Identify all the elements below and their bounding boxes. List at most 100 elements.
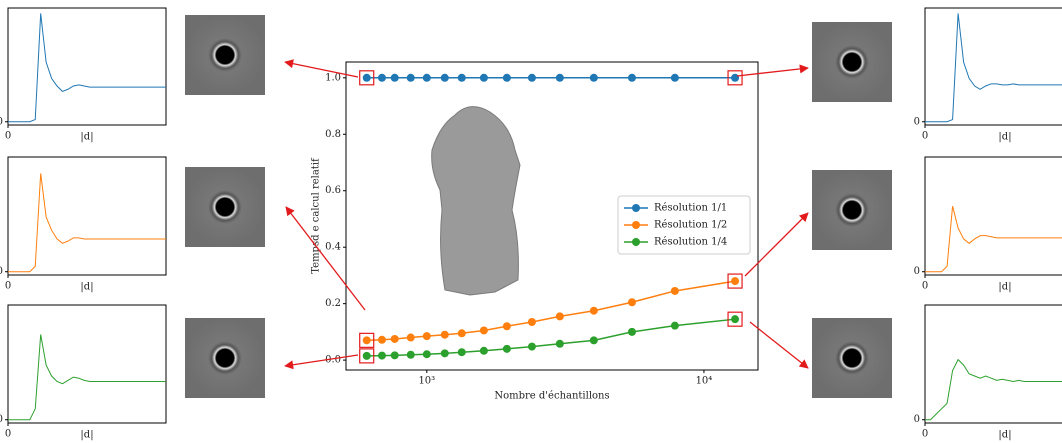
- point: [555, 312, 564, 321]
- plot-frame: [345, 61, 759, 371]
- x-tick-label: 10⁴: [696, 376, 713, 387]
- arrows: [284, 59, 809, 370]
- plot-frame: [7, 7, 167, 126]
- y-tick-label: 0.0: [325, 355, 341, 366]
- y-tick-label: 0.4: [325, 242, 341, 253]
- point: [406, 333, 415, 342]
- plot-frame: [924, 156, 1062, 276]
- series-line: [366, 280, 736, 342]
- x-tick-label: 0: [922, 131, 928, 142]
- y-tick-label: 0: [914, 116, 920, 127]
- curve: [925, 13, 1062, 123]
- point: [555, 339, 564, 348]
- image: [812, 170, 892, 250]
- point: [440, 349, 449, 358]
- plot-frame: [924, 7, 1062, 126]
- curve: [8, 334, 166, 421]
- legend-label: Résolution 1/4: [654, 237, 727, 248]
- highlight-box: [359, 70, 375, 86]
- point: [502, 73, 511, 82]
- point: [457, 329, 466, 338]
- y-tick-label: 0.2: [325, 298, 341, 309]
- y-tick-label: 0: [0, 414, 3, 425]
- point: [457, 348, 466, 357]
- point: [627, 73, 636, 82]
- point: [627, 327, 636, 336]
- point: [731, 315, 740, 324]
- image: [812, 318, 892, 398]
- curve: [8, 13, 166, 123]
- highlight-box: [359, 332, 375, 348]
- point: [422, 73, 431, 82]
- y-tick-label: 0.8: [325, 129, 341, 140]
- y-tick-label: 0: [0, 116, 3, 127]
- y-tick-label: 0: [914, 266, 920, 277]
- point: [589, 73, 598, 82]
- noise-images: [185, 15, 892, 398]
- point: [362, 336, 371, 345]
- image: [185, 167, 265, 247]
- legend-marker: [632, 238, 640, 246]
- point: [422, 332, 431, 341]
- arrow: [744, 212, 809, 277]
- point: [670, 321, 679, 330]
- point: [390, 334, 399, 343]
- point: [377, 351, 386, 360]
- point: [390, 73, 399, 82]
- curve: [925, 206, 1062, 273]
- point: [390, 351, 399, 360]
- y-axis-label: Tempsd e calcul relatif: [311, 157, 322, 274]
- curve: [925, 358, 1062, 421]
- point: [527, 342, 536, 351]
- x-axis-label: |d|: [80, 282, 93, 293]
- point: [440, 73, 449, 82]
- x-axis-label: |d|: [998, 132, 1011, 143]
- highlight-box: [727, 273, 743, 289]
- point: [362, 73, 371, 82]
- point: [527, 318, 536, 327]
- point: [457, 73, 466, 82]
- legend-label: Résolution 1/2: [654, 220, 727, 231]
- x-tick-label: 0: [5, 131, 11, 142]
- legend-marker: [632, 221, 640, 229]
- point: [502, 322, 511, 331]
- point: [731, 73, 740, 82]
- y-tick-label: 0.6: [325, 185, 341, 196]
- x-tick-label: 0: [922, 281, 928, 292]
- point: [731, 277, 740, 286]
- image: [185, 15, 265, 95]
- arrow: [736, 64, 809, 77]
- point: [670, 286, 679, 295]
- curve: [8, 173, 166, 273]
- point: [362, 351, 371, 360]
- point: [670, 73, 679, 82]
- point: [440, 330, 449, 339]
- torso-render: [431, 106, 521, 296]
- highlight-box: [727, 70, 743, 86]
- plot-frame: [924, 304, 1062, 424]
- point: [377, 335, 386, 344]
- arrow: [284, 59, 359, 78]
- plot-frame: [7, 156, 167, 276]
- y-tick-label: 0: [0, 266, 3, 277]
- x-tick-label: 0: [5, 429, 11, 440]
- point: [406, 350, 415, 359]
- point: [589, 336, 598, 345]
- arrow: [284, 354, 359, 370]
- point: [555, 73, 564, 82]
- point: [627, 298, 636, 307]
- plot-frame: [7, 304, 167, 424]
- x-tick-label: 10³: [418, 376, 435, 387]
- legend-marker: [632, 204, 640, 212]
- arrow: [285, 206, 366, 311]
- legend-frame: [617, 195, 751, 255]
- point: [527, 73, 536, 82]
- x-tick-label: 0: [922, 429, 928, 440]
- point: [502, 344, 511, 353]
- series-line: [366, 318, 736, 357]
- x-axis-label: |d|: [998, 430, 1011, 441]
- point: [479, 326, 488, 335]
- x-axis-label: Nombre d'échantillons: [494, 391, 609, 402]
- arrow: [749, 321, 809, 369]
